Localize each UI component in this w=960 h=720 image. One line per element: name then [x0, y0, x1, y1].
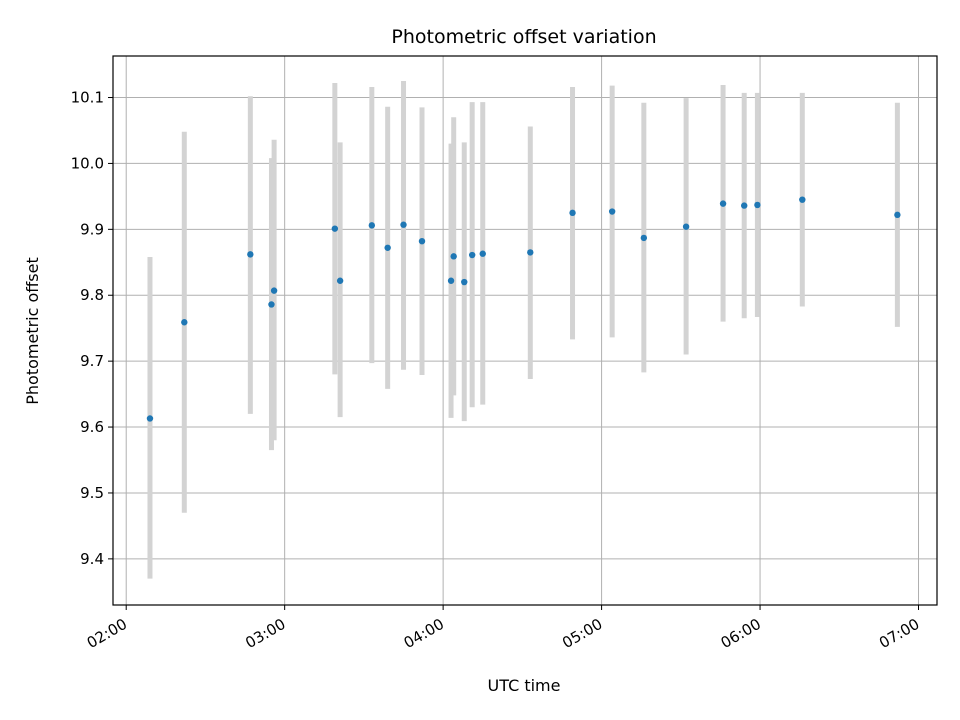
data-point-20	[682, 223, 690, 230]
x-tick-label-5: 07:00	[876, 615, 922, 652]
data-point-15	[479, 250, 486, 257]
data-point-11	[447, 277, 455, 284]
data-point-14	[468, 251, 476, 259]
data-point-19	[640, 234, 648, 242]
plot-frame	[112, 55, 938, 606]
chart-title: Photometric offset variation	[391, 26, 656, 48]
data-point-24	[799, 196, 806, 203]
x-tick-label-2: 04:00	[401, 615, 447, 652]
y-tick-label-5: 9.9	[80, 220, 104, 238]
grid	[113, 56, 937, 605]
x-tick-label-0: 02:00	[84, 615, 130, 652]
data-point-4	[270, 287, 278, 294]
data-point-25	[894, 211, 901, 219]
data-point-2	[247, 251, 254, 258]
data-point-3	[268, 301, 275, 308]
x-axis-ticks: 02:00 03:00 04:00 05:00 06:00 07:00	[84, 605, 923, 652]
data-point-16	[527, 249, 534, 256]
y-tick-label-4: 9.8	[80, 286, 104, 304]
y-tick-label-7: 10.1	[71, 89, 104, 107]
data-point-5	[331, 225, 339, 232]
data-point-10	[418, 237, 426, 245]
y-tick-label-2: 9.6	[80, 418, 104, 436]
data-point-13	[461, 278, 468, 286]
y-axis-ticks: 9.4 9.5 9.6 9.7 9.8 9.9 10.0 10.1	[71, 89, 113, 568]
y-axis-label: Photometric offset	[23, 257, 42, 405]
data-point-6	[336, 277, 344, 284]
data-point-7	[368, 222, 376, 229]
data-point-9	[400, 221, 407, 228]
x-tick-label-3: 05:00	[559, 615, 605, 652]
y-tick-label-3: 9.7	[80, 352, 104, 370]
x-tick-label-4: 06:00	[718, 615, 764, 652]
y-tick-label-0: 9.4	[80, 550, 104, 568]
data-point-17	[569, 209, 576, 217]
data-point-18	[608, 208, 616, 215]
data-point-21	[719, 200, 727, 207]
data-point-0	[146, 415, 154, 422]
y-tick-label-6: 10.0	[71, 154, 104, 172]
data-point-8	[384, 244, 391, 251]
data-point-12	[450, 253, 457, 260]
data-point-22	[741, 202, 748, 209]
y-tick-label-1: 9.5	[80, 484, 104, 502]
data-point-23	[754, 201, 761, 209]
errorbars	[147, 81, 900, 579]
data-point-1	[181, 319, 188, 326]
x-tick-label-1: 03:00	[242, 615, 288, 652]
data-points	[146, 196, 901, 422]
x-axis-label: UTC time	[488, 676, 561, 695]
